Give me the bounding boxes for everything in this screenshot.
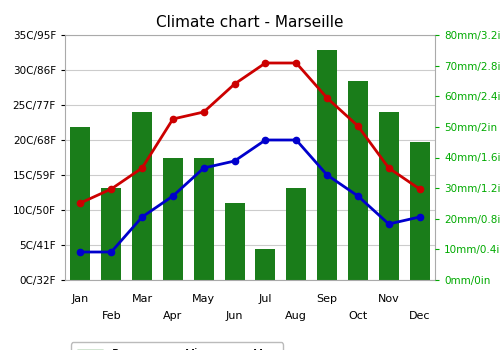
Bar [70,127,90,280]
Bar [286,188,306,280]
Text: Oct: Oct [348,310,368,321]
Text: Feb: Feb [102,310,121,321]
Bar [348,81,368,280]
Text: Jun: Jun [226,310,244,321]
Text: Sep: Sep [316,294,338,304]
Legend: Prec, Min, Max: Prec, Min, Max [71,342,283,350]
Text: Jan: Jan [72,294,89,304]
Text: Aug: Aug [286,310,307,321]
Bar [410,142,430,280]
Text: Apr: Apr [164,310,182,321]
Text: May: May [192,294,216,304]
Bar [256,249,276,280]
Bar [378,112,399,280]
Bar [101,188,121,280]
Text: Nov: Nov [378,294,400,304]
Text: Dec: Dec [409,310,430,321]
Text: Jul: Jul [258,294,272,304]
Bar [194,158,214,280]
Bar [317,50,337,280]
Text: Mar: Mar [132,294,152,304]
Title: Climate chart - Marseille: Climate chart - Marseille [156,15,344,30]
Bar [163,158,183,280]
Bar [224,203,244,280]
Bar [132,112,152,280]
